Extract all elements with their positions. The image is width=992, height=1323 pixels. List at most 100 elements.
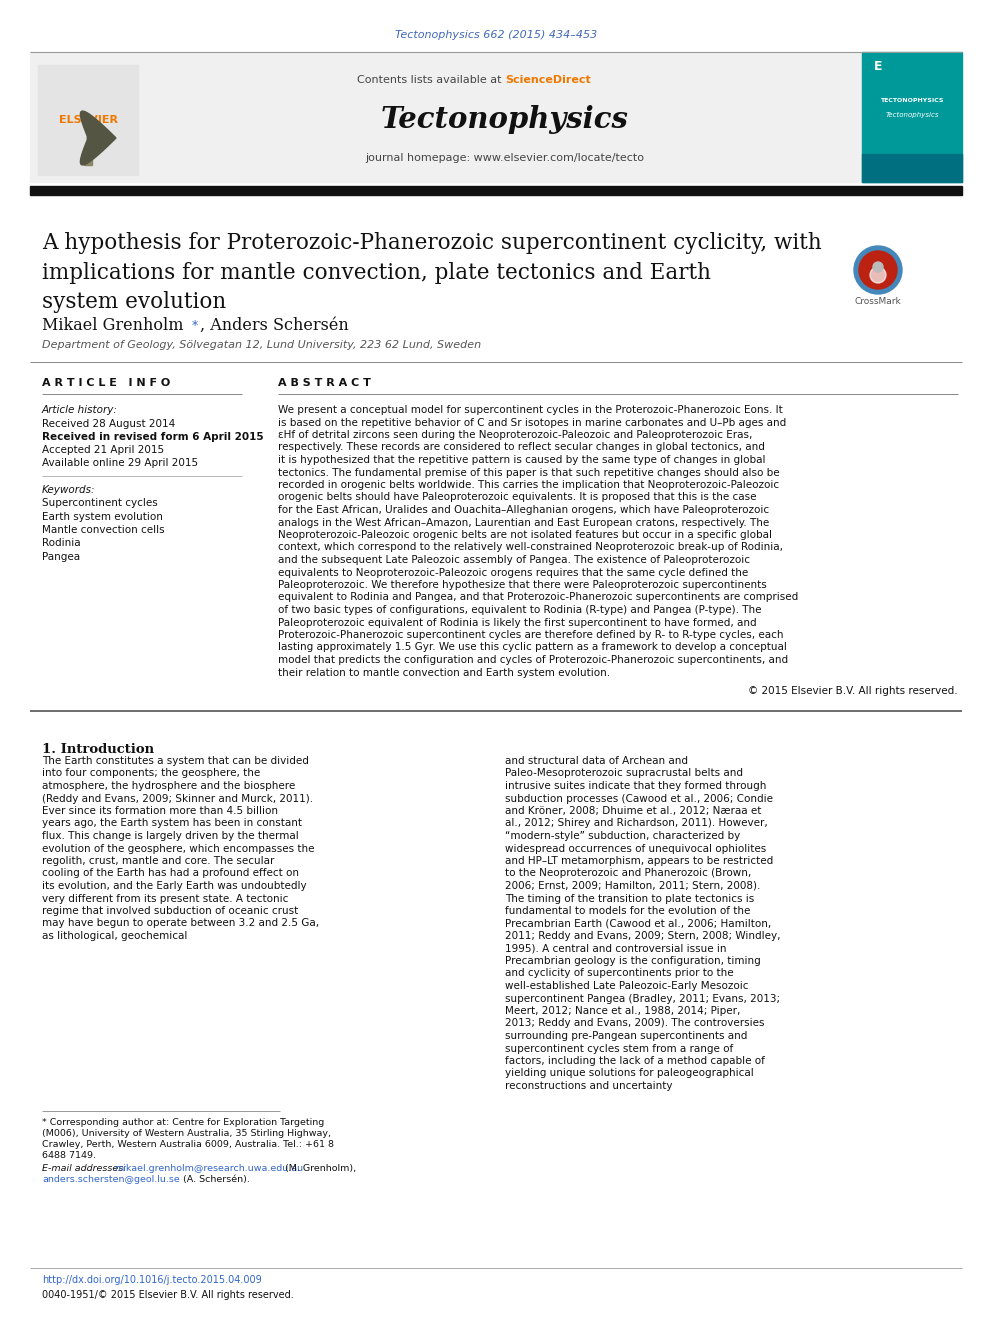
Text: well-established Late Paleozoic-Early Mesozoic: well-established Late Paleozoic-Early Me…	[505, 980, 749, 991]
Text: (Reddy and Evans, 2009; Skinner and Murck, 2011).: (Reddy and Evans, 2009; Skinner and Murc…	[42, 794, 313, 803]
Text: supercontinent Pangea (Bradley, 2011; Evans, 2013;: supercontinent Pangea (Bradley, 2011; Ev…	[505, 994, 780, 1004]
Text: Ever since its formation more than 4.5 billion: Ever since its formation more than 4.5 b…	[42, 806, 278, 816]
Text: * Corresponding author at: Centre for Exploration Targeting: * Corresponding author at: Centre for Ex…	[42, 1118, 324, 1127]
Bar	[148, 52, 862, 183]
Text: εHf of detrital zircons seen during the Neoproterozoic-Paleozoic and Paleoproter: εHf of detrital zircons seen during the …	[278, 430, 752, 441]
Text: years ago, the Earth system has been in constant: years ago, the Earth system has been in …	[42, 819, 302, 828]
Text: as lithological, geochemical: as lithological, geochemical	[42, 931, 187, 941]
Text: Received 28 August 2014: Received 28 August 2014	[42, 419, 176, 429]
Text: lasting approximately 1.5 Gyr. We use this cyclic pattern as a framework to deve: lasting approximately 1.5 Gyr. We use th…	[278, 643, 787, 652]
Text: Department of Geology, Sölvegatan 12, Lund University, 223 62 Lund, Sweden: Department of Geology, Sölvegatan 12, Lu…	[42, 340, 481, 351]
Text: and structural data of Archean and: and structural data of Archean and	[505, 755, 688, 766]
Text: very different from its present state. A tectonic: very different from its present state. A…	[42, 893, 289, 904]
Text: Meert, 2012; Nance et al., 1988, 2014; Piper,: Meert, 2012; Nance et al., 1988, 2014; P…	[505, 1005, 740, 1016]
Text: tectonics. The fundamental premise of this paper is that such repetitive changes: tectonics. The fundamental premise of th…	[278, 467, 780, 478]
Text: Article history:: Article history:	[42, 405, 118, 415]
Text: atmosphere, the hydrosphere and the biosphere: atmosphere, the hydrosphere and the bios…	[42, 781, 296, 791]
Text: surrounding pre-Pangean supercontinents and: surrounding pre-Pangean supercontinents …	[505, 1031, 747, 1041]
Text: E: E	[874, 61, 882, 74]
Text: may have begun to operate between 3.2 and 2.5 Ga,: may have begun to operate between 3.2 an…	[42, 918, 319, 929]
Text: ELSEVIER: ELSEVIER	[59, 115, 117, 124]
Text: regolith, crust, mantle and core. The secular: regolith, crust, mantle and core. The se…	[42, 856, 275, 867]
Text: Available online 29 April 2015: Available online 29 April 2015	[42, 458, 198, 468]
Text: Paleoproterozoic. We therefore hypothesize that there were Paleoproterozoic supe: Paleoproterozoic. We therefore hypothesi…	[278, 579, 767, 590]
Text: and the subsequent Late Paleozoic assembly of Pangea. The existence of Paleoprot: and the subsequent Late Paleozoic assemb…	[278, 556, 750, 565]
Text: Proterozoic-Phanerozoic supercontinent cycles are therefore defined by R- to R-t: Proterozoic-Phanerozoic supercontinent c…	[278, 630, 784, 640]
Circle shape	[854, 246, 902, 294]
Text: 2013; Reddy and Evans, 2009). The controversies: 2013; Reddy and Evans, 2009). The contro…	[505, 1019, 765, 1028]
Text: Accepted 21 April 2015: Accepted 21 April 2015	[42, 445, 164, 455]
Text: E-mail addresses:: E-mail addresses:	[42, 1164, 130, 1174]
Text: 2006; Ernst, 2009; Hamilton, 2011; Stern, 2008).: 2006; Ernst, 2009; Hamilton, 2011; Stern…	[505, 881, 761, 890]
Text: http://dx.doi.org/10.1016/j.tecto.2015.04.009: http://dx.doi.org/10.1016/j.tecto.2015.0…	[42, 1275, 262, 1285]
Text: Contents lists available at: Contents lists available at	[357, 75, 505, 85]
Bar	[38, 65, 138, 175]
Text: cooling of the Earth has had a profound effect on: cooling of the Earth has had a profound …	[42, 868, 299, 878]
Text: flux. This change is largely driven by the thermal: flux. This change is largely driven by t…	[42, 831, 299, 841]
Text: 6488 7149.: 6488 7149.	[42, 1151, 96, 1160]
Text: recorded in orogenic belts worldwide. This carries the implication that Neoprote: recorded in orogenic belts worldwide. Th…	[278, 480, 779, 490]
Text: ScienceDirect: ScienceDirect	[505, 75, 591, 85]
Text: context, which correspond to the relatively well-constrained Neoproterozoic brea: context, which correspond to the relativ…	[278, 542, 783, 553]
Text: and HP–LT metamorphism, appears to be restricted: and HP–LT metamorphism, appears to be re…	[505, 856, 773, 867]
Text: Paleo-Mesoproterozoic supracrustal belts and: Paleo-Mesoproterozoic supracrustal belts…	[505, 769, 743, 778]
Circle shape	[873, 262, 883, 273]
Text: equivalents to Neoproterozoic-Paleozoic orogens requires that the same cycle def: equivalents to Neoproterozoic-Paleozoic …	[278, 568, 748, 578]
Text: into four components; the geosphere, the: into four components; the geosphere, the	[42, 769, 260, 778]
Text: and cyclicity of supercontinents prior to the: and cyclicity of supercontinents prior t…	[505, 968, 734, 979]
Text: it is hypothesized that the repetitive pattern is caused by the same type of cha: it is hypothesized that the repetitive p…	[278, 455, 766, 464]
Text: their relation to mantle convection and Earth system evolution.: their relation to mantle convection and …	[278, 668, 610, 677]
Text: 0040-1951/© 2015 Elsevier B.V. All rights reserved.: 0040-1951/© 2015 Elsevier B.V. All right…	[42, 1290, 294, 1301]
Text: is based on the repetitive behavior of C and Sr isotopes in marine carbonates an: is based on the repetitive behavior of C…	[278, 418, 787, 427]
Text: “modern-style” subduction, characterized by: “modern-style” subduction, characterized…	[505, 831, 740, 841]
Text: , Anders Schersén: , Anders Schersén	[200, 316, 349, 333]
Text: intrusive suites indicate that they formed through: intrusive suites indicate that they form…	[505, 781, 767, 791]
Text: and Kröner, 2008; Dhuime et al., 2012; Næraa et: and Kröner, 2008; Dhuime et al., 2012; N…	[505, 806, 762, 816]
Text: of two basic types of configurations, equivalent to Rodinia (R-type) and Pangea : of two basic types of configurations, eq…	[278, 605, 762, 615]
Text: Crawley, Perth, Western Australia 6009, Australia. Tel.: +61 8: Crawley, Perth, Western Australia 6009, …	[42, 1140, 334, 1148]
Text: (A. Schersén).: (A. Schersén).	[180, 1175, 250, 1184]
Text: for the East African, Uralides and Ouachita–Alleghanian orogens, which have Pale: for the East African, Uralides and Ouach…	[278, 505, 769, 515]
Circle shape	[859, 251, 897, 288]
Text: Supercontinent cycles: Supercontinent cycles	[42, 497, 158, 508]
Text: journal homepage: www.elsevier.com/locate/tecto: journal homepage: www.elsevier.com/locat…	[365, 153, 645, 163]
Text: fundamental to models for the evolution of the: fundamental to models for the evolution …	[505, 906, 750, 916]
Text: We present a conceptual model for supercontinent cycles in the Proterozoic-Phane: We present a conceptual model for superc…	[278, 405, 783, 415]
Text: supercontinent cycles stem from a range of: supercontinent cycles stem from a range …	[505, 1044, 733, 1053]
Text: Neoproterozoic-Paleozoic orogenic belts are not isolated features but occur in a: Neoproterozoic-Paleozoic orogenic belts …	[278, 531, 772, 540]
Text: TECTONOPHYSICS: TECTONOPHYSICS	[880, 98, 943, 102]
Text: respectively. These records are considered to reflect secular changes in global : respectively. These records are consider…	[278, 442, 765, 452]
Text: The timing of the transition to plate tectonics is: The timing of the transition to plate te…	[505, 893, 754, 904]
Text: Earth system evolution: Earth system evolution	[42, 512, 163, 521]
Text: regime that involved subduction of oceanic crust: regime that involved subduction of ocean…	[42, 906, 299, 916]
Polygon shape	[80, 111, 116, 165]
Text: Precambrian geology is the configuration, timing: Precambrian geology is the configuration…	[505, 957, 761, 966]
Text: *: *	[192, 319, 198, 332]
Circle shape	[870, 267, 886, 283]
Text: mikael.grenholm@research.uwa.edu.au: mikael.grenholm@research.uwa.edu.au	[114, 1164, 304, 1174]
Text: evolution of the geosphere, which encompasses the: evolution of the geosphere, which encomp…	[42, 844, 314, 853]
Bar	[30, 187, 962, 194]
Text: Mikael Grenholm: Mikael Grenholm	[42, 316, 188, 333]
Text: Tectonophysics: Tectonophysics	[381, 106, 629, 135]
Bar	[862, 153, 962, 183]
Text: Received in revised form 6 April 2015: Received in revised form 6 April 2015	[42, 433, 264, 442]
Text: Keywords:: Keywords:	[42, 486, 95, 495]
Text: Mantle convection cells: Mantle convection cells	[42, 525, 165, 534]
Text: © 2015 Elsevier B.V. All rights reserved.: © 2015 Elsevier B.V. All rights reserved…	[748, 687, 958, 696]
Text: Pangea: Pangea	[42, 552, 80, 562]
Text: to the Neoproterozoic and Phanerozoic (Brown,: to the Neoproterozoic and Phanerozoic (B…	[505, 868, 751, 878]
Text: Precambrian Earth (Cawood et al., 2006; Hamilton,: Precambrian Earth (Cawood et al., 2006; …	[505, 918, 771, 929]
Text: 1. Introduction: 1. Introduction	[42, 744, 154, 755]
Text: Rodinia: Rodinia	[42, 538, 80, 549]
Text: 2011; Reddy and Evans, 2009; Stern, 2008; Windley,: 2011; Reddy and Evans, 2009; Stern, 2008…	[505, 931, 781, 941]
Text: orogenic belts should have Paleoproterozoic equivalents. It is proposed that thi: orogenic belts should have Paleoproteroz…	[278, 492, 757, 503]
Text: 1995). A central and controversial issue in: 1995). A central and controversial issue…	[505, 943, 726, 954]
Text: subduction processes (Cawood et al., 2006; Condie: subduction processes (Cawood et al., 200…	[505, 794, 773, 803]
Text: A B S T R A C T: A B S T R A C T	[278, 378, 371, 388]
Text: yielding unique solutions for paleogeographical: yielding unique solutions for paleogeogr…	[505, 1069, 754, 1078]
Text: (M. Grenholm),: (M. Grenholm),	[282, 1164, 356, 1174]
Text: factors, including the lack of a method capable of: factors, including the lack of a method …	[505, 1056, 765, 1066]
Text: Tectonophysics: Tectonophysics	[885, 112, 938, 118]
Text: Paleoproterozoic equivalent of Rodinia is likely the first supercontinent to hav: Paleoproterozoic equivalent of Rodinia i…	[278, 618, 757, 627]
